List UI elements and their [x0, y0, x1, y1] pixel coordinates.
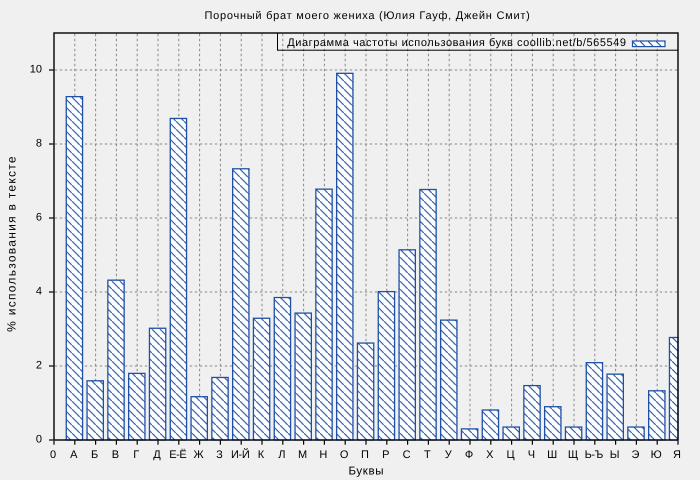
svg-text:Я: Я	[673, 449, 681, 461]
svg-text:Ю: Ю	[651, 449, 662, 461]
svg-text:З: З	[216, 449, 223, 461]
svg-text:8: 8	[36, 138, 42, 150]
svg-text:В: В	[112, 449, 119, 461]
svg-text:Щ: Щ	[568, 449, 578, 461]
svg-text:Буквы: Буквы	[348, 466, 384, 478]
svg-text:Д: Д	[153, 449, 161, 461]
svg-text:Л: Л	[278, 449, 285, 461]
svg-text:Г: Г	[133, 449, 139, 461]
svg-text:Э: Э	[631, 449, 639, 461]
svg-text:Ь-Ъ: Ь-Ъ	[585, 449, 604, 461]
svg-text:И-Й: И-Й	[231, 448, 249, 461]
svg-text:10: 10	[30, 64, 42, 76]
svg-text:С: С	[403, 449, 411, 461]
svg-text:П: П	[361, 449, 369, 461]
svg-text:Порочный брат моего жениха (Юл: Порочный брат моего жениха (Юлия Гауф, Д…	[204, 10, 530, 22]
svg-text:Ж: Ж	[194, 449, 204, 461]
svg-text:4: 4	[36, 286, 42, 298]
svg-text:У: У	[445, 449, 453, 461]
svg-text:Н: Н	[319, 449, 327, 461]
svg-text:Х: Х	[486, 449, 494, 461]
svg-text:% использования в тексте: % использования в тексте	[5, 155, 19, 332]
svg-text:0: 0	[50, 449, 56, 461]
svg-text:Е-Ё: Е-Ё	[169, 448, 186, 461]
svg-text:А: А	[70, 449, 78, 461]
svg-text:Ы: Ы	[610, 449, 620, 461]
svg-text:0: 0	[36, 434, 42, 446]
svg-text:2: 2	[36, 360, 42, 372]
svg-text:О: О	[340, 449, 349, 461]
svg-text:Т: Т	[424, 449, 431, 461]
svg-text:Ш: Ш	[547, 449, 557, 461]
svg-text:Б: Б	[91, 449, 98, 461]
svg-text:Р: Р	[382, 449, 389, 461]
svg-text:Ч: Ч	[528, 449, 535, 461]
svg-text:М: М	[298, 449, 307, 461]
svg-text:6: 6	[36, 212, 42, 224]
svg-text:Диаграмма частоты использовани: Диаграмма частоты использования букв coo…	[287, 37, 626, 49]
svg-text:Ц: Ц	[507, 449, 515, 461]
svg-text:К: К	[258, 449, 265, 461]
svg-text:Ф: Ф	[465, 449, 473, 461]
